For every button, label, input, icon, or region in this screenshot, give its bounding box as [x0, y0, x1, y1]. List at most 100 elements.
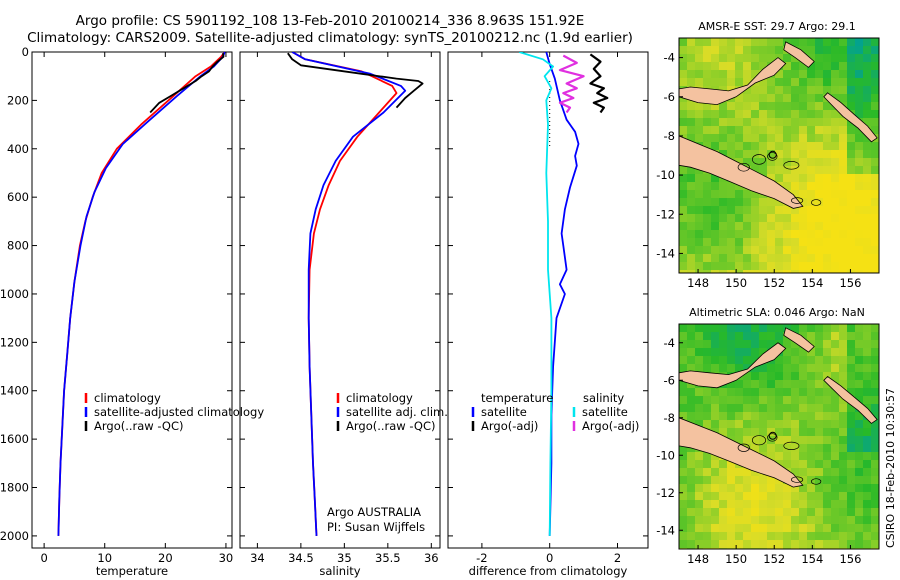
sla-cell [815, 444, 823, 452]
sla-cell [871, 404, 879, 412]
sla-cell [839, 532, 847, 540]
sla-cell [855, 492, 863, 500]
sst-cell [679, 102, 687, 110]
sal-xtick-label: 35.5 [375, 551, 401, 565]
sst-landmass [783, 41, 815, 68]
sst-cell [687, 118, 695, 126]
sst-cell [687, 110, 695, 118]
sst-cell [759, 238, 767, 246]
sla-cell [823, 412, 831, 420]
diff-xtick-label: 2 [614, 551, 621, 565]
sla-cell [727, 404, 735, 412]
sst-lat-label: -4 [664, 51, 675, 65]
sla-cell [839, 340, 847, 348]
figure-title-line1: Argo profile: CS 5901192_108 13-Feb-2010… [75, 13, 585, 29]
sst-cell [767, 54, 775, 62]
sst-cell [719, 174, 727, 182]
sla-cell [735, 508, 743, 516]
sal-annotation-argo: Argo AUSTRALIA [327, 505, 421, 519]
sst-cell [831, 214, 839, 222]
sla-cell [791, 332, 799, 340]
sst-cell [743, 38, 751, 46]
sla-cell [871, 372, 879, 380]
sla-cell [791, 548, 799, 549]
sla-cell [735, 452, 743, 460]
sst-cell [735, 198, 743, 206]
sst-cell [807, 86, 815, 94]
sla-cell [695, 436, 703, 444]
sla-cell [863, 372, 871, 380]
sst-cell [695, 78, 703, 86]
sla-cell [815, 532, 823, 540]
sla-cell [743, 372, 751, 380]
sst-cell [823, 182, 831, 190]
sla-cell [703, 540, 711, 548]
sst-cell [767, 150, 775, 158]
sla-cell [743, 516, 751, 524]
sst-cell [791, 238, 799, 246]
sst-cell [855, 86, 863, 94]
sst-cell [687, 78, 695, 86]
sla-cell [823, 420, 831, 428]
sst-lat-label: -6 [664, 90, 675, 104]
sst-cell [831, 126, 839, 134]
sst-cell [759, 62, 767, 70]
sla-cell [799, 548, 807, 549]
diff-xtick-label: 0 [546, 551, 553, 565]
sst-cell [783, 94, 791, 102]
sla-cell [703, 476, 711, 484]
sst-cell [687, 94, 695, 102]
sla-cell [783, 508, 791, 516]
sst-cell [703, 142, 711, 150]
sla-cell [735, 324, 743, 332]
sst-cell [799, 222, 807, 230]
depth-tick-label: 1200 [0, 335, 29, 349]
sst-cell [871, 206, 879, 214]
sst-cell [735, 214, 743, 222]
sst-cell [775, 38, 783, 46]
sla-cell [775, 396, 783, 404]
temp-series-climatology [57, 52, 226, 536]
sla-cell [855, 388, 863, 396]
sst-cell [847, 150, 855, 158]
sla-cell [863, 540, 871, 548]
sla-cell [823, 484, 831, 492]
sst-cell [791, 174, 799, 182]
sla-cell [863, 348, 871, 356]
sst-cell [759, 214, 767, 222]
sst-cell [775, 166, 783, 174]
sla-cell [679, 532, 687, 540]
sst-cell [791, 142, 799, 150]
sst-cell [719, 222, 727, 230]
sla-cell [863, 412, 871, 420]
sla-cell [855, 324, 863, 332]
sla-cell [727, 444, 735, 452]
sla-cell [863, 428, 871, 436]
sla-cell [719, 404, 727, 412]
sst-cell [791, 46, 799, 54]
sst-cell [831, 166, 839, 174]
sst-map: 148 150 152 154 156-4-6-8-10-12-14 [656, 37, 880, 290]
sst-cell [711, 166, 719, 174]
sla-cell [823, 500, 831, 508]
sla-cell [799, 380, 807, 388]
sst-cell [823, 190, 831, 198]
sla-cell [831, 332, 839, 340]
sla-cell [831, 396, 839, 404]
sst-cell [703, 62, 711, 70]
sla-cell [735, 348, 743, 356]
sla-cell [863, 500, 871, 508]
map-sst-title: AMSR-E SST: 29.7 Argo: 29.1 [698, 20, 856, 33]
sst-cell [695, 134, 703, 142]
sst-cell [687, 102, 695, 110]
sla-cell [767, 444, 775, 452]
sst-cell [751, 198, 759, 206]
sst-cell [727, 54, 735, 62]
sst-cell [767, 86, 775, 94]
sst-cell [839, 62, 847, 70]
sst-cell [791, 158, 799, 166]
sst-cell [823, 198, 831, 206]
sst-cell [767, 78, 775, 86]
sst-cell [679, 158, 687, 166]
sst-cell [839, 158, 847, 166]
